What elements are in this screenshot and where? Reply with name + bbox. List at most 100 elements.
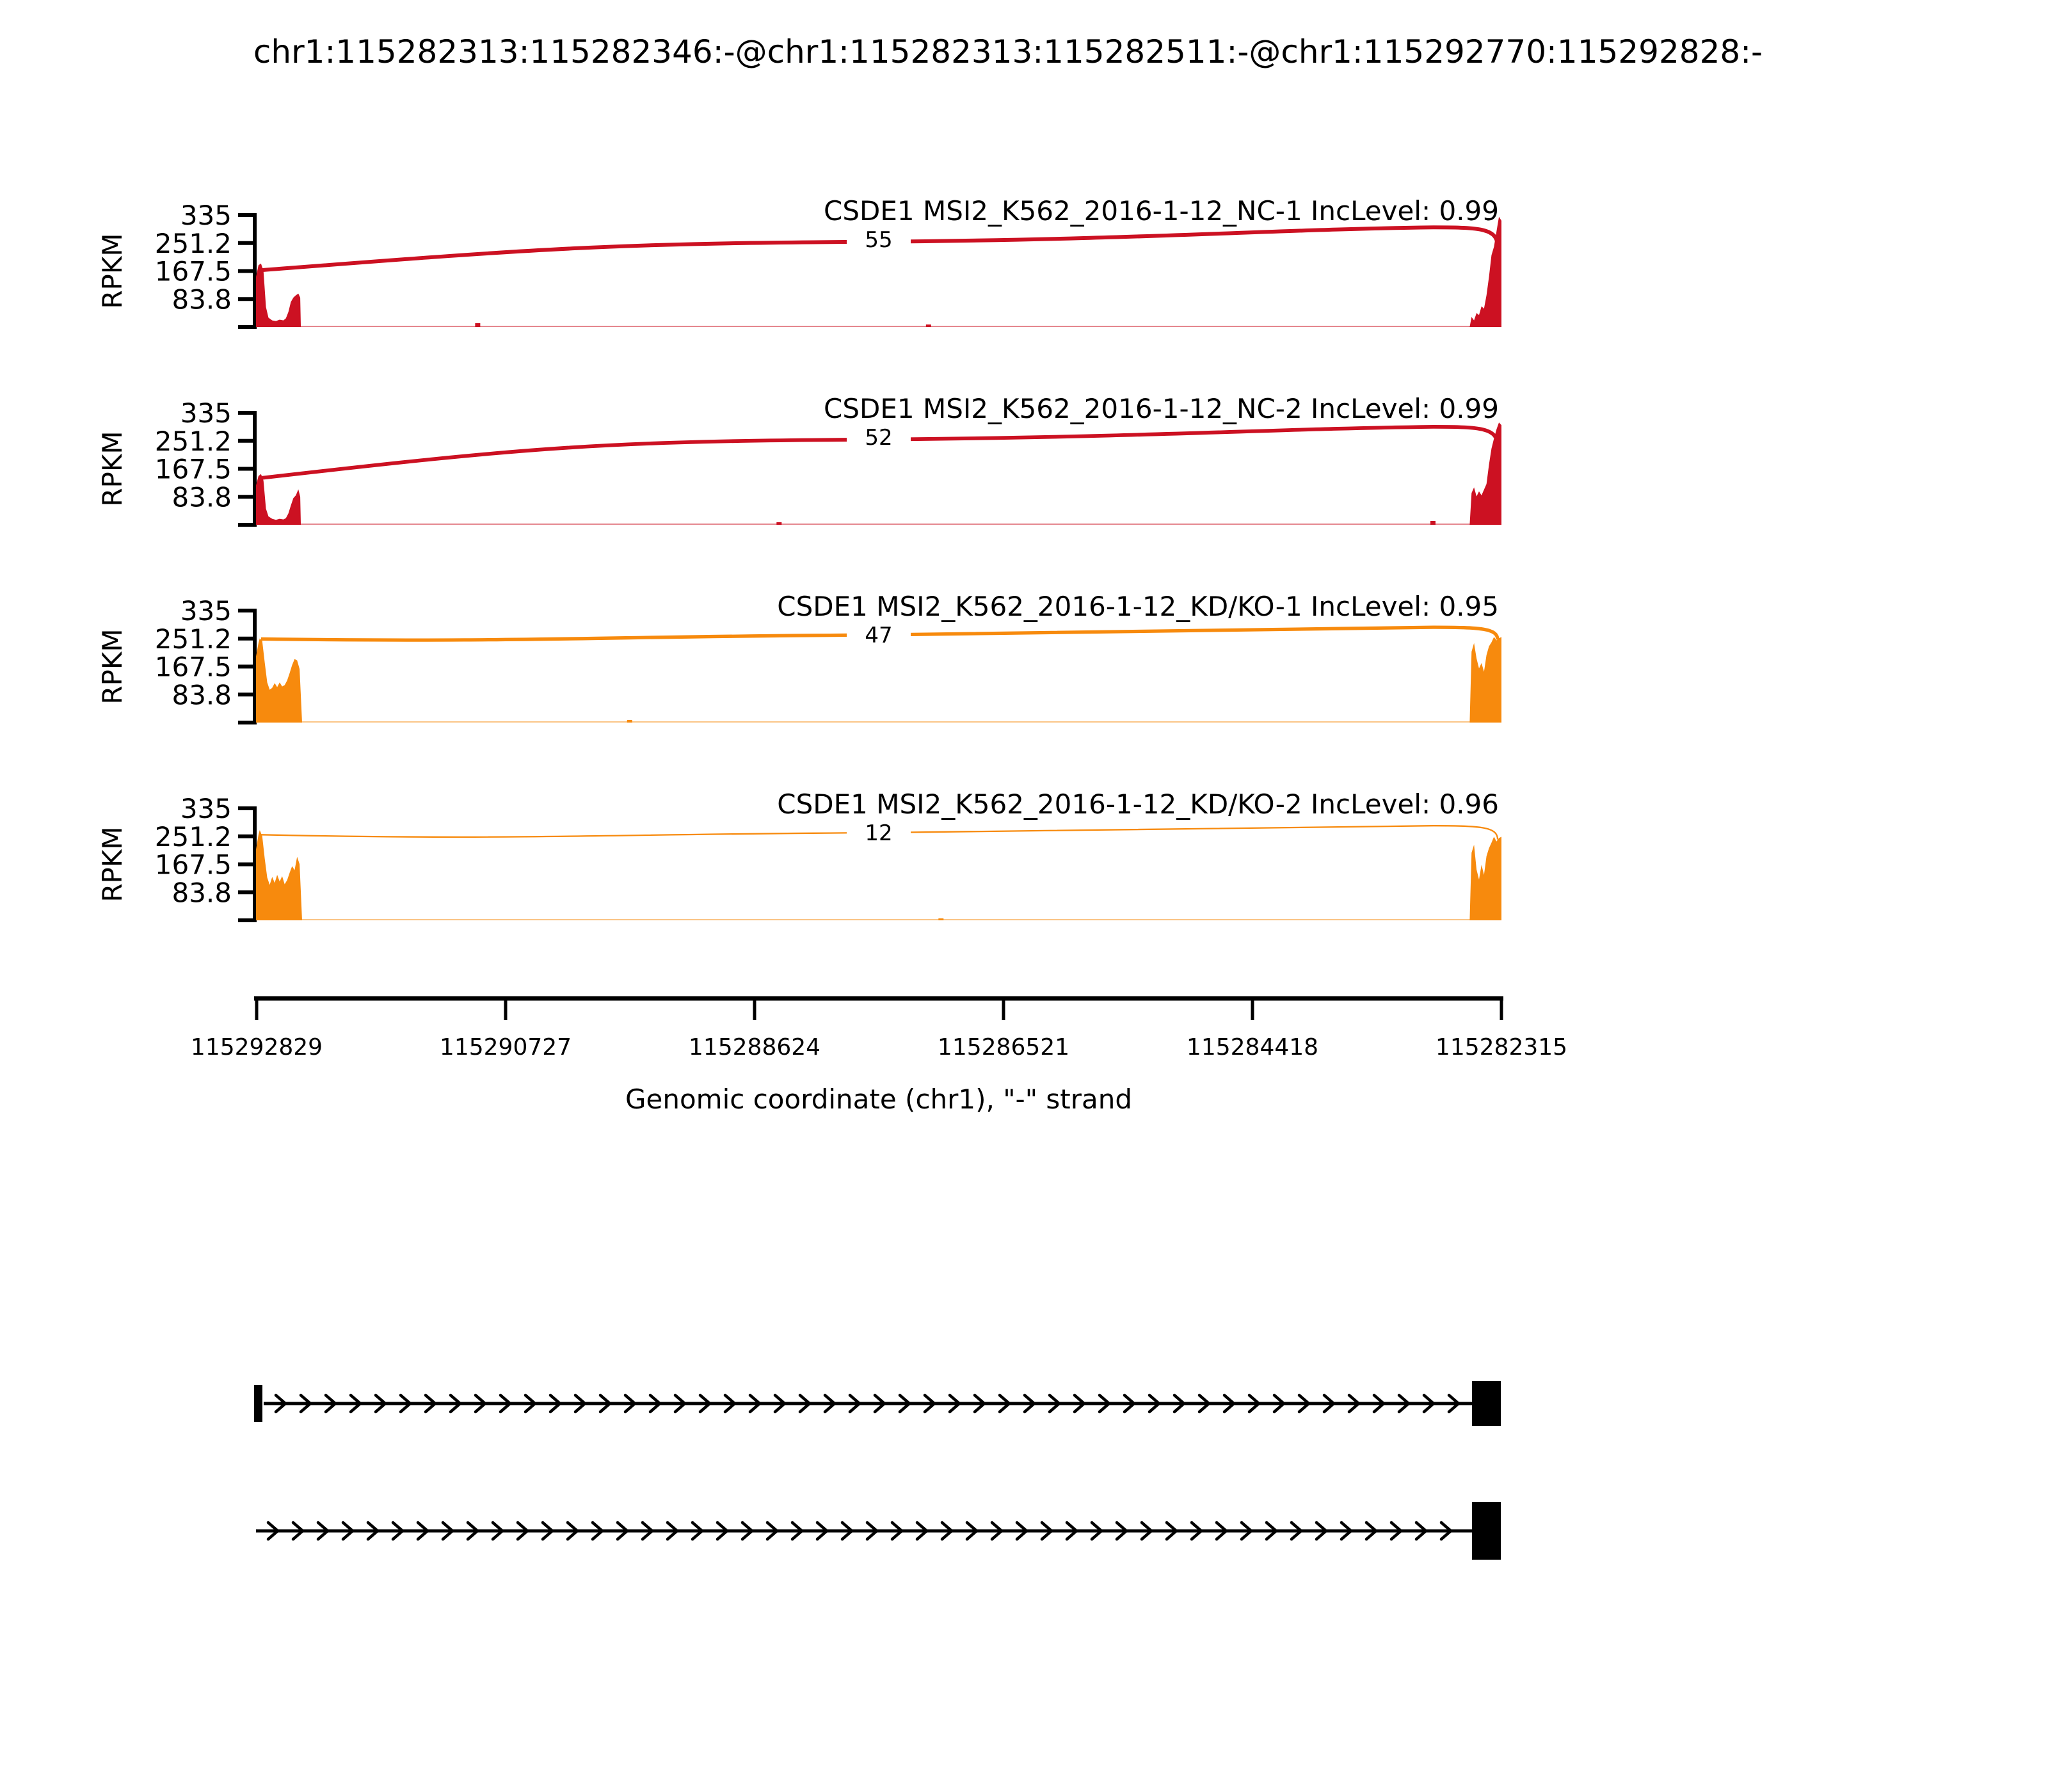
strand-arrow-icon: [1115, 1521, 1129, 1541]
strand-arrow-icon: [790, 1521, 804, 1541]
strand-arrow-icon: [641, 1521, 655, 1541]
strand-arrow-icon: [541, 1521, 555, 1541]
y-tick-label: 335: [180, 397, 232, 429]
junction-arc: [260, 424, 1500, 480]
x-tick-label: 115288624: [689, 1034, 820, 1060]
plot-title: chr1:115282313:115282346:-@chr1:11528231…: [253, 33, 1763, 70]
transcript-start-exon: [254, 1385, 262, 1422]
gene-model-layer: [254, 1381, 1501, 1560]
strand-arrow-icon: [998, 1393, 1012, 1414]
y-tick-label: 83.8: [172, 877, 232, 908]
strand-arrow-icon: [466, 1521, 480, 1541]
strand-arrow-icon: [598, 1393, 612, 1414]
junction-count: 47: [865, 623, 892, 648]
strand-arrow-icon: [524, 1393, 538, 1414]
x-tick-label: 115292829: [191, 1034, 323, 1060]
strand-arrow-icon: [1090, 1521, 1104, 1541]
strand-arrow-icon: [1015, 1521, 1029, 1541]
coverage-bump: [925, 324, 931, 327]
strand-arrow-icon: [341, 1521, 355, 1541]
junction-count: 55: [865, 227, 892, 253]
strand-arrow-icon: [723, 1393, 737, 1414]
strand-arrow-icon: [491, 1521, 505, 1541]
strand-arrow-icon: [865, 1521, 879, 1541]
strand-arrow-icon: [623, 1393, 637, 1414]
strand-arrow-icon: [940, 1521, 954, 1541]
y-tick-label: 251.2: [155, 228, 232, 259]
y-tick-label: 335: [180, 595, 232, 627]
junction-arc: [260, 625, 1500, 642]
x-tick-label: 115282315: [1436, 1034, 1567, 1060]
strand-arrow-icon: [873, 1393, 887, 1414]
strand-arrow-icon: [965, 1521, 979, 1541]
x-tick-label: 115286521: [938, 1034, 1069, 1060]
x-axis-layer: 115292829 115290727 115288624 115286521 1152…: [191, 996, 1567, 1115]
strand-arrow-icon: [1272, 1393, 1286, 1414]
strand-arrow-icon: [773, 1393, 787, 1414]
strand-arrow-icon: [416, 1521, 430, 1541]
strand-arrow-icon: [648, 1393, 662, 1414]
strand-arrow-icon: [673, 1393, 687, 1414]
strand-arrow-icon: [1414, 1521, 1428, 1541]
y-tick-label: 83.8: [172, 679, 232, 710]
strand-arrow-icon: [1422, 1393, 1436, 1414]
strand-arrow-icon: [1073, 1393, 1087, 1414]
strand-arrow-icon: [1240, 1521, 1254, 1541]
coverage-area-right-exon: [1469, 422, 1501, 525]
y-tick-label: 83.8: [172, 284, 232, 315]
strand-arrow-icon: [474, 1393, 488, 1414]
y-tick-label: 335: [180, 793, 232, 824]
strand-arrow-icon: [740, 1521, 755, 1541]
strand-arrow-icon: [1389, 1521, 1404, 1541]
y-axis-title: RPKM: [97, 628, 128, 704]
strand-arrow-icon: [1439, 1521, 1453, 1541]
strand-arrow-icon: [1190, 1521, 1204, 1541]
y-tick-label: 167.5: [155, 849, 232, 881]
strand-arrow-icon: [1065, 1521, 1079, 1541]
strand-arrow-icon: [698, 1393, 712, 1414]
strand-arrow-icon: [1315, 1521, 1329, 1541]
strand-arrow-icon: [798, 1393, 812, 1414]
junction-arc: [260, 825, 1499, 840]
strand-arrow-icon: [716, 1521, 730, 1541]
y-tick-label: 251.2: [155, 821, 232, 852]
strand-arrow-icon: [1290, 1521, 1304, 1541]
strand-arrow-icon: [666, 1521, 680, 1541]
coverage-bump: [938, 918, 944, 920]
track-label: CSDE1 MSI2_K562_2016-1-12_NC-2 IncLevel:…: [824, 393, 1499, 424]
strand-arrow-icon: [266, 1521, 280, 1541]
strand-arrow-icon: [499, 1393, 513, 1414]
junction-count-bg: [847, 620, 911, 649]
strand-arrow-icon: [516, 1521, 530, 1541]
strand-arrow-icon: [299, 1393, 313, 1414]
strand-arrow-icon: [374, 1393, 388, 1414]
strand-arrow-icon: [1123, 1393, 1137, 1414]
strand-arrow-icon: [1023, 1393, 1037, 1414]
transcript-row: [256, 1502, 1501, 1560]
strand-arrow-icon: [399, 1393, 413, 1414]
strand-arrow-icon: [1165, 1521, 1179, 1541]
strand-arrow-icon: [823, 1393, 837, 1414]
strand-arrow-icon: [915, 1521, 929, 1541]
y-tick-label: 251.2: [155, 426, 232, 457]
strand-arrow-icon: [1347, 1393, 1361, 1414]
strand-arrow-icon: [1265, 1521, 1279, 1541]
y-tick-label: 251.2: [155, 623, 232, 655]
strand-arrow-icon: [948, 1393, 962, 1414]
track-label: CSDE1 MSI2_K562_2016-1-12_NC-1 IncLevel:…: [824, 195, 1499, 227]
strand-arrow-icon: [424, 1393, 438, 1414]
coverage-bump: [475, 323, 481, 327]
strand-arrow-icon: [349, 1393, 363, 1414]
junction-arc: [260, 225, 1500, 273]
y-tick-label: 83.8: [172, 481, 232, 513]
strand-arrow-icon: [548, 1393, 563, 1414]
coverage-area-left-exon: [256, 263, 301, 327]
strand-arrow-icon: [1340, 1521, 1354, 1541]
transcript-row: [254, 1381, 1501, 1426]
track-label: CSDE1 MSI2_K562_2016-1-12_KD/KO-1 IncLev…: [777, 591, 1499, 622]
y-axis-title: RPKM: [97, 233, 128, 308]
junction-count-bg: [847, 422, 911, 451]
